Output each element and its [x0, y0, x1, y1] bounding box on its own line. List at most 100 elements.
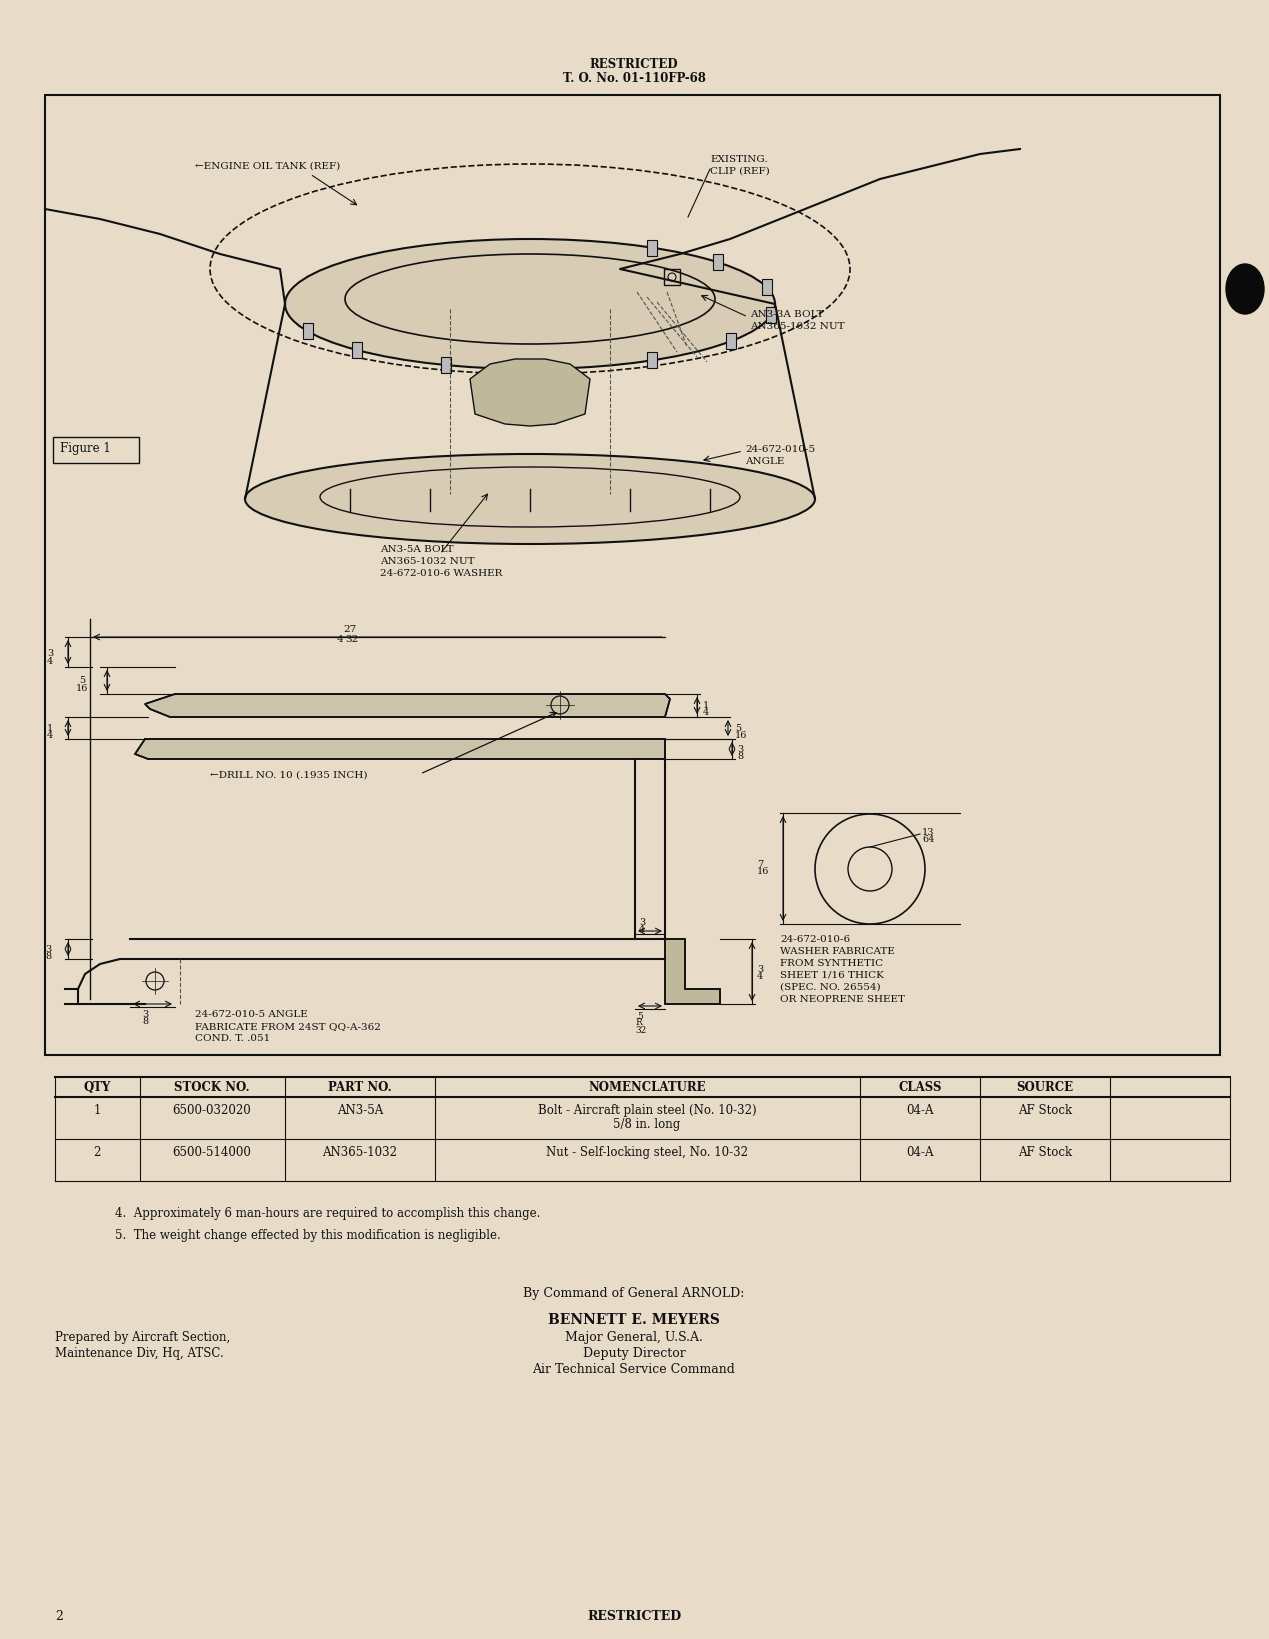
- Text: AF Stock: AF Stock: [1018, 1103, 1072, 1116]
- Text: ←DRILL NO. 10 (.1935 INCH): ←DRILL NO. 10 (.1935 INCH): [209, 770, 368, 780]
- Text: AN365-1032: AN365-1032: [322, 1146, 397, 1159]
- Text: 24-672-010-6: 24-672-010-6: [780, 934, 850, 944]
- Bar: [303, 325, 313, 341]
- Text: AN3-5A BOLT: AN3-5A BOLT: [379, 544, 453, 554]
- Text: 64: 64: [923, 834, 934, 844]
- Text: 3: 3: [758, 964, 763, 974]
- Text: 2: 2: [94, 1146, 100, 1159]
- Text: 4: 4: [47, 657, 53, 665]
- Ellipse shape: [245, 454, 815, 544]
- Text: 8: 8: [737, 752, 744, 760]
- Text: COND. T. .051: COND. T. .051: [195, 1033, 270, 1042]
- Bar: [713, 256, 722, 270]
- Text: 5/8 in. long: 5/8 in. long: [613, 1118, 680, 1131]
- Text: PART NO.: PART NO.: [329, 1080, 392, 1093]
- Text: 8: 8: [44, 951, 51, 960]
- Text: 32: 32: [634, 1026, 646, 1034]
- Text: 4: 4: [703, 708, 709, 716]
- Text: 6500-032020: 6500-032020: [173, 1103, 251, 1116]
- Text: (SPEC. NO. 26554): (SPEC. NO. 26554): [780, 982, 881, 992]
- Bar: [647, 241, 657, 257]
- Ellipse shape: [286, 239, 775, 370]
- Text: 5: 5: [79, 675, 85, 685]
- Text: 3: 3: [142, 1010, 148, 1018]
- Text: Figure 1: Figure 1: [60, 443, 110, 454]
- Text: 24-672-010-6 WASHER: 24-672-010-6 WASHER: [379, 569, 503, 577]
- Text: FROM SYNTHETIC: FROM SYNTHETIC: [780, 959, 883, 967]
- Text: Prepared by Aircraft Section,: Prepared by Aircraft Section,: [55, 1331, 230, 1344]
- Text: AF Stock: AF Stock: [1018, 1146, 1072, 1159]
- Bar: [44, 97, 1220, 1056]
- Text: QTY: QTY: [84, 1080, 110, 1093]
- Bar: [761, 280, 772, 297]
- Text: AN3-5A: AN3-5A: [336, 1103, 383, 1116]
- Text: AN365-1032 NUT: AN365-1032 NUT: [750, 321, 845, 331]
- Bar: [547, 362, 556, 377]
- Text: T. O. No. 01-110FP-68: T. O. No. 01-110FP-68: [562, 72, 706, 85]
- Polygon shape: [145, 695, 670, 718]
- Text: WASHER FABRICATE: WASHER FABRICATE: [780, 946, 895, 956]
- Polygon shape: [470, 361, 590, 426]
- Bar: [664, 270, 680, 285]
- Text: RESTRICTED: RESTRICTED: [588, 1609, 681, 1623]
- Text: 04-A: 04-A: [906, 1103, 934, 1116]
- Text: Deputy Director: Deputy Director: [582, 1346, 685, 1359]
- Text: 16: 16: [758, 867, 769, 875]
- Text: SHEET 1/16 THICK: SHEET 1/16 THICK: [780, 970, 884, 980]
- Text: 32: 32: [345, 634, 359, 644]
- Bar: [726, 334, 736, 351]
- Text: AN365-1032 NUT: AN365-1032 NUT: [379, 557, 475, 565]
- Ellipse shape: [320, 467, 740, 528]
- Text: RESTRICTED: RESTRICTED: [590, 57, 679, 70]
- Text: EXISTING.: EXISTING.: [709, 156, 768, 164]
- Text: 4: 4: [758, 972, 763, 980]
- Text: FABRICATE FROM 24ST QQ-A-362: FABRICATE FROM 24ST QQ-A-362: [195, 1021, 381, 1031]
- Text: STOCK NO.: STOCK NO.: [174, 1080, 250, 1093]
- Text: 24-672-010-5 ANGLE: 24-672-010-5 ANGLE: [195, 1010, 308, 1018]
- Text: BENNETT E. MEYERS: BENNETT E. MEYERS: [548, 1313, 720, 1326]
- Text: 27: 27: [344, 624, 357, 634]
- Text: 4: 4: [638, 924, 645, 934]
- Text: ←ENGINE OIL TANK (REF): ←ENGINE OIL TANK (REF): [195, 162, 340, 170]
- Text: 24-672-010-5: 24-672-010-5: [745, 444, 815, 454]
- Text: Air Technical Service Command: Air Technical Service Command: [533, 1362, 736, 1375]
- Text: 04-A: 04-A: [906, 1146, 934, 1159]
- Text: 3: 3: [44, 944, 51, 954]
- Text: 5: 5: [637, 1011, 643, 1021]
- Text: NOMENCLATURE: NOMENCLATURE: [589, 1080, 706, 1093]
- Text: ANGLE: ANGLE: [745, 457, 784, 465]
- Text: Maintenance Div, Hq, ATSC.: Maintenance Div, Hq, ATSC.: [55, 1346, 223, 1359]
- Ellipse shape: [1226, 266, 1264, 315]
- Text: 4: 4: [336, 634, 344, 644]
- Text: OR NEOPRENE SHEET: OR NEOPRENE SHEET: [780, 995, 905, 1003]
- Text: Bolt - Aircraft plain steel (No. 10-32): Bolt - Aircraft plain steel (No. 10-32): [538, 1103, 756, 1116]
- Text: 2: 2: [55, 1609, 63, 1623]
- Text: 3: 3: [47, 649, 53, 657]
- Bar: [352, 343, 362, 359]
- Text: CLASS: CLASS: [898, 1080, 942, 1093]
- Text: 1: 1: [703, 700, 709, 710]
- Text: 6500-514000: 6500-514000: [173, 1146, 251, 1159]
- Text: 5: 5: [735, 723, 741, 733]
- Bar: [442, 357, 452, 374]
- Text: Major General, U.S.A.: Major General, U.S.A.: [565, 1331, 703, 1344]
- Text: 4.  Approximately 6 man-hours are required to accomplish this change.: 4. Approximately 6 man-hours are require…: [115, 1206, 541, 1219]
- Text: 8: 8: [142, 1016, 148, 1026]
- Bar: [647, 352, 657, 369]
- Text: 3: 3: [737, 744, 744, 754]
- Text: 16: 16: [735, 731, 747, 739]
- Text: 1: 1: [47, 723, 53, 733]
- Text: 13: 13: [923, 828, 934, 836]
- Text: 5.  The weight change effected by this modification is negligible.: 5. The weight change effected by this mo…: [115, 1228, 501, 1241]
- Bar: [766, 308, 777, 325]
- Text: 1: 1: [94, 1103, 100, 1116]
- Text: 7: 7: [758, 859, 763, 869]
- Polygon shape: [665, 939, 720, 1005]
- Text: CLIP (REF): CLIP (REF): [709, 167, 770, 175]
- Text: SOURCE: SOURCE: [1016, 1080, 1074, 1093]
- Text: AN3-3A BOLT: AN3-3A BOLT: [750, 310, 824, 320]
- Text: Nut - Self-locking steel, No. 10-32: Nut - Self-locking steel, No. 10-32: [546, 1146, 747, 1159]
- Text: 4: 4: [47, 731, 53, 739]
- Text: By Command of General ARNOLD:: By Command of General ARNOLD:: [523, 1287, 745, 1300]
- Text: 3: 3: [638, 918, 645, 926]
